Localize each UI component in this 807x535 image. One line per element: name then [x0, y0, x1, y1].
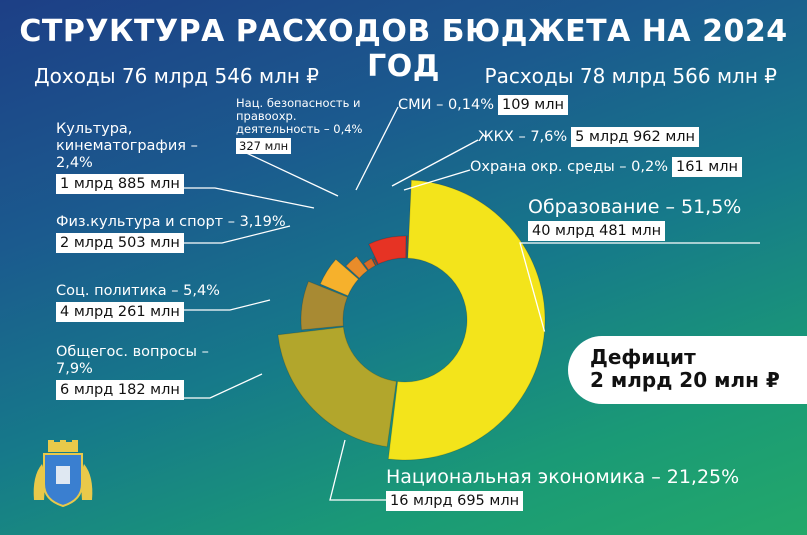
leader-line-security [236, 149, 339, 197]
leader-line-economy [329, 439, 386, 501]
leader-line-education [519, 242, 760, 332]
deficit-label: Дефицит [590, 345, 696, 369]
deficit-value: 2 млрд 20 млн ₽ [590, 368, 780, 392]
slice-social [319, 258, 360, 297]
slice-security [372, 258, 378, 266]
slice-amount-media: 109 млн [498, 95, 568, 115]
leader-line-environment [403, 169, 471, 191]
slice-media [373, 256, 379, 266]
slice-label-culture: Культура, кинематография – 2,4% 1 млрд 8… [56, 121, 198, 194]
slice-label-security: Нац. безопасность и правоохр. деятельнос… [236, 96, 363, 154]
slice-amount-economy: 16 млрд 695 млн [386, 491, 524, 511]
slice-education [387, 179, 546, 461]
slice-label-environment: Охрана окр. среды – 0,2% 161 млн [470, 157, 742, 177]
slice-environment [406, 235, 409, 259]
slice-culture [363, 257, 376, 271]
city-crest-icon [33, 440, 93, 508]
slice-amount-sport: 2 млрд 503 млн [56, 233, 184, 253]
expense-total: Расходы 78 млрд 566 млн ₽ [484, 64, 777, 88]
slice-label-general: Общегос. вопросы – 7,9% 6 млрд 182 млн [56, 344, 209, 400]
slice-label-sport: Физ.культура и спорт – 3,19% 2 млрд 503 … [56, 214, 286, 253]
income-total: Доходы 76 млрд 546 млн ₽ [34, 64, 320, 88]
slice-amount-environment: 161 млн [672, 157, 742, 177]
slice-sport [345, 255, 369, 279]
leader-line-media [355, 106, 399, 191]
slice-amount-general: 6 млрд 182 млн [56, 380, 184, 400]
slice-amount-culture: 1 млрд 885 млн [56, 174, 184, 194]
slice-label-housing: ЖКХ – 7,6% 5 млрд 962 млн [478, 127, 700, 147]
slice-label-social: Соц. политика – 5,4% 4 млрд 261 млн [56, 283, 220, 322]
slice-amount-security: 327 млн [236, 138, 292, 154]
leader-line-housing [391, 139, 479, 187]
deficit-badge: Дефицит 2 млрд 20 млн ₽ [568, 336, 807, 404]
slice-label-education: Образование – 51,5% 40 млрд 481 млн [528, 196, 742, 241]
slice-amount-social: 4 млрд 261 млн [56, 302, 184, 322]
slice-amount-education: 40 млрд 481 млн [528, 221, 666, 241]
slice-general [300, 280, 349, 331]
slice-housing [368, 235, 407, 265]
slice-economy [277, 326, 397, 448]
slice-label-economy: Национальная экономика – 21,25% 16 млрд … [386, 466, 740, 511]
slice-label-media: СМИ – 0,14% 109 млн [398, 95, 568, 115]
slice-amount-housing: 5 млрд 962 млн [571, 127, 700, 147]
page-title: СТРУКТУРА РАСХОДОВ БЮДЖЕТА НА 2024 ГОД [19, 14, 788, 84]
